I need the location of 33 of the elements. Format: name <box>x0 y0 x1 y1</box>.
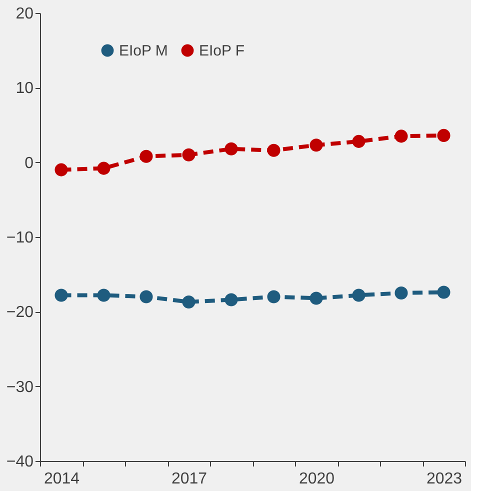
point <box>352 134 366 148</box>
point <box>437 286 450 299</box>
point <box>140 290 153 304</box>
point <box>224 142 238 156</box>
point <box>97 162 110 175</box>
point <box>224 293 238 306</box>
y-tick-label: 20 <box>16 6 34 22</box>
point <box>54 163 68 176</box>
y-tick-label: −20 <box>6 304 34 322</box>
point <box>394 130 408 143</box>
point <box>97 288 110 302</box>
x-tick-label: 2023 <box>426 470 462 488</box>
y-tick-label: −10 <box>6 230 34 246</box>
point <box>310 292 323 305</box>
point <box>182 148 196 162</box>
point <box>394 286 408 300</box>
point <box>140 150 153 163</box>
y-tick-label: 10 <box>16 80 34 98</box>
point <box>267 290 280 304</box>
legend-label: EIoP F <box>199 42 245 60</box>
y-tick-label: −40 <box>6 454 34 470</box>
x-tick-label: 2014 <box>44 470 80 488</box>
point <box>352 288 366 302</box>
point <box>54 288 68 302</box>
point <box>310 138 323 152</box>
point <box>182 295 196 308</box>
x-tick-label: 2020 <box>298 470 335 488</box>
y-tick-label: 0 <box>24 154 34 172</box>
y-tick-label: −30 <box>6 378 34 396</box>
x-tick-label: 2017 <box>171 470 208 488</box>
point <box>267 144 280 157</box>
legend-label: EIoP M <box>119 42 168 60</box>
point <box>437 128 450 142</box>
